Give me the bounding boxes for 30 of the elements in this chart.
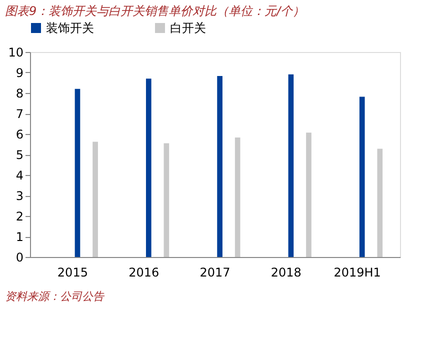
chart-title: 图表9：装饰开关与白开关销售单价对比（单位：元/个）	[5, 4, 305, 18]
bar	[74, 88, 80, 257]
x-tick-label: 2018	[270, 266, 302, 280]
legend-label: 装饰开关	[46, 21, 94, 35]
legend-label: 白开关	[170, 21, 206, 35]
bar	[164, 143, 170, 257]
y-tick-label: 3	[16, 189, 24, 203]
y-tick-label: 9	[16, 66, 24, 80]
y-tick-label: 0	[16, 250, 24, 264]
x-tick-label: 2015	[57, 266, 88, 280]
bar	[146, 78, 152, 257]
bar	[92, 142, 98, 257]
x-tick-label: 2016	[128, 266, 160, 280]
y-tick-label: 8	[16, 86, 24, 100]
y-tick-label: 2	[16, 210, 24, 224]
y-tick-label: 5	[16, 148, 24, 162]
x-tick-label: 2017	[200, 266, 230, 280]
bar	[234, 137, 240, 257]
x-tick-label: 2019H1	[334, 266, 381, 280]
bar	[377, 148, 383, 257]
text: 资料来源：公司公告	[5, 290, 105, 303]
bar	[306, 132, 312, 257]
y-tick-label: 7	[16, 107, 24, 121]
y-tick-label: 10	[8, 46, 24, 60]
bar	[288, 74, 294, 257]
y-tick-label: 1	[16, 230, 24, 244]
bar	[217, 76, 222, 257]
y-tick-label: 6	[16, 128, 24, 142]
bar	[359, 96, 365, 257]
y-tick-label: 4	[16, 168, 24, 182]
